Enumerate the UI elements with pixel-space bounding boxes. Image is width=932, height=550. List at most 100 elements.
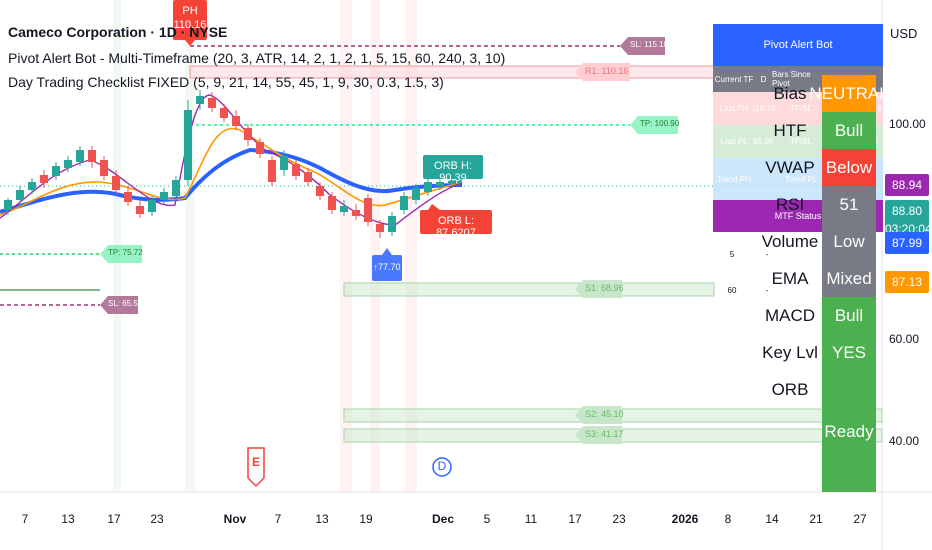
mtf-row-cell: -	[765, 285, 769, 295]
tp-top-label: TP: 100.90	[640, 119, 680, 128]
price-badge-value: 87.99	[891, 236, 923, 250]
time-tick-label: 27	[853, 512, 867, 526]
pivot-header-cell: Current TF	[714, 74, 754, 84]
price-badge-value: 88.94	[891, 178, 923, 192]
candle	[436, 182, 444, 186]
pivot-low-label: ↑77.70	[373, 262, 401, 272]
candle	[364, 198, 372, 222]
candle	[136, 206, 144, 214]
checklist-value: Below	[822, 149, 876, 186]
mtf-row-cell: -	[765, 249, 769, 259]
candle	[268, 160, 276, 182]
checklist-label: ORB	[771, 380, 809, 399]
price-tick-label: 60.00	[889, 332, 920, 346]
time-tick-label: 21	[809, 512, 823, 526]
pivot-high-label: PH 110.16	[173, 5, 207, 31]
time-tick-label: 23	[612, 512, 626, 526]
pivot-row-cell: Last PH	[719, 104, 749, 113]
time-tick-label: 23	[150, 512, 164, 526]
candle	[244, 128, 252, 140]
pivot-row-cell: Trend PL	[784, 174, 818, 184]
checklist-value: Mixed	[822, 260, 876, 297]
mtf-row-cell: 60	[727, 285, 737, 295]
checklist-label: EMA	[771, 269, 809, 288]
price-tick-label: 100.00	[889, 117, 926, 131]
pivot-row-cell: TP/SL	[789, 104, 813, 113]
earnings-marker[interactable]: E	[251, 455, 260, 469]
time-tick-label: Dec	[431, 512, 454, 526]
checklist-label: VWAP	[765, 158, 815, 177]
pivot-row-cell: 65.96	[753, 137, 774, 146]
checklist-label: Volume	[761, 232, 819, 251]
pivot-row-cell: Last PL	[720, 137, 748, 146]
pivot-header-cell: Bars Since Pivot	[772, 70, 811, 88]
candle	[340, 206, 348, 212]
candle	[316, 186, 324, 196]
candle	[232, 116, 240, 126]
candle	[76, 150, 84, 162]
checklist-label: Bias	[773, 84, 807, 103]
time-tick-label: 17	[107, 512, 121, 526]
candle	[292, 164, 300, 176]
currency-label[interactable]: USD	[890, 26, 918, 41]
checklist-value: Low	[822, 223, 876, 260]
checklist-label: HTF	[773, 121, 807, 140]
checklist-label: Key Lvl	[762, 343, 818, 362]
checklist-value: NEUTRAL	[809, 75, 889, 112]
time-tick-label: 19	[359, 512, 373, 526]
candle	[448, 180, 456, 184]
candle	[304, 172, 312, 182]
price-badge: 87.13	[885, 271, 929, 293]
candle	[256, 142, 264, 154]
time-tick-label: Nov	[223, 512, 247, 526]
candle	[196, 96, 204, 104]
checklist-label: MACD	[764, 306, 816, 325]
time-tick-label: 2026	[671, 512, 699, 526]
checklist-label: RSI	[775, 195, 805, 214]
candle	[124, 192, 132, 202]
candle	[64, 160, 72, 168]
pivot-header-cell: D	[760, 74, 767, 84]
price-badge: 87.99	[885, 232, 929, 254]
time-tick-label: 13	[315, 512, 329, 526]
checklist-value: Bull	[822, 112, 876, 149]
candle	[328, 196, 336, 210]
symbol-title[interactable]: Cameco Corporation · 1D · NYSE	[8, 24, 228, 40]
candle	[148, 200, 156, 212]
time-tick-label: 14	[765, 512, 779, 526]
candle	[100, 160, 108, 176]
pivot-row-cell: Trend PH	[717, 174, 751, 184]
time-tick-label: 8	[724, 512, 732, 526]
time-tick-label: 17	[568, 512, 582, 526]
price-badge: 88.94	[885, 174, 929, 196]
pivot-row-cell: TP/SL	[789, 137, 813, 146]
dividend-marker[interactable]: D	[437, 459, 447, 473]
pivot-table-title: Pivot Alert Bot	[763, 39, 833, 51]
candle	[208, 98, 216, 108]
s2-label: S2: 45.10	[585, 409, 624, 419]
candle	[160, 192, 168, 200]
price-tick-label: 40.00	[889, 434, 920, 448]
indicator-pivot-alert[interactable]: Pivot Alert Bot - Multi-Timeframe (20, 3…	[8, 50, 506, 66]
candle	[400, 196, 408, 210]
mtf-status-title: MTF Status	[774, 211, 822, 221]
candle	[16, 190, 24, 200]
candle	[280, 156, 288, 170]
candle	[28, 182, 36, 190]
indicator-checklist[interactable]: Day Trading Checklist FIXED (5, 9, 21, 1…	[8, 74, 444, 90]
mtf-row-cell: 5	[729, 249, 735, 259]
r1-label: R1: 110.16	[585, 66, 629, 76]
time-tick-label: 11	[524, 512, 538, 526]
time-tick-label: 7	[21, 512, 29, 526]
price-badge-value: 88.80	[891, 204, 923, 218]
orb-low-label: ORB L: 87.6207	[436, 215, 476, 239]
candle	[172, 180, 180, 196]
tp-left-label: TP: 75.72	[108, 248, 143, 257]
candle	[112, 176, 120, 190]
candle	[424, 182, 432, 192]
pivot-row-cell: 110.16	[751, 104, 776, 113]
sl-top-label: SL: 115.18	[630, 40, 669, 49]
candle	[376, 224, 384, 232]
time-tick-label: 7	[274, 512, 282, 526]
candle	[4, 200, 12, 210]
